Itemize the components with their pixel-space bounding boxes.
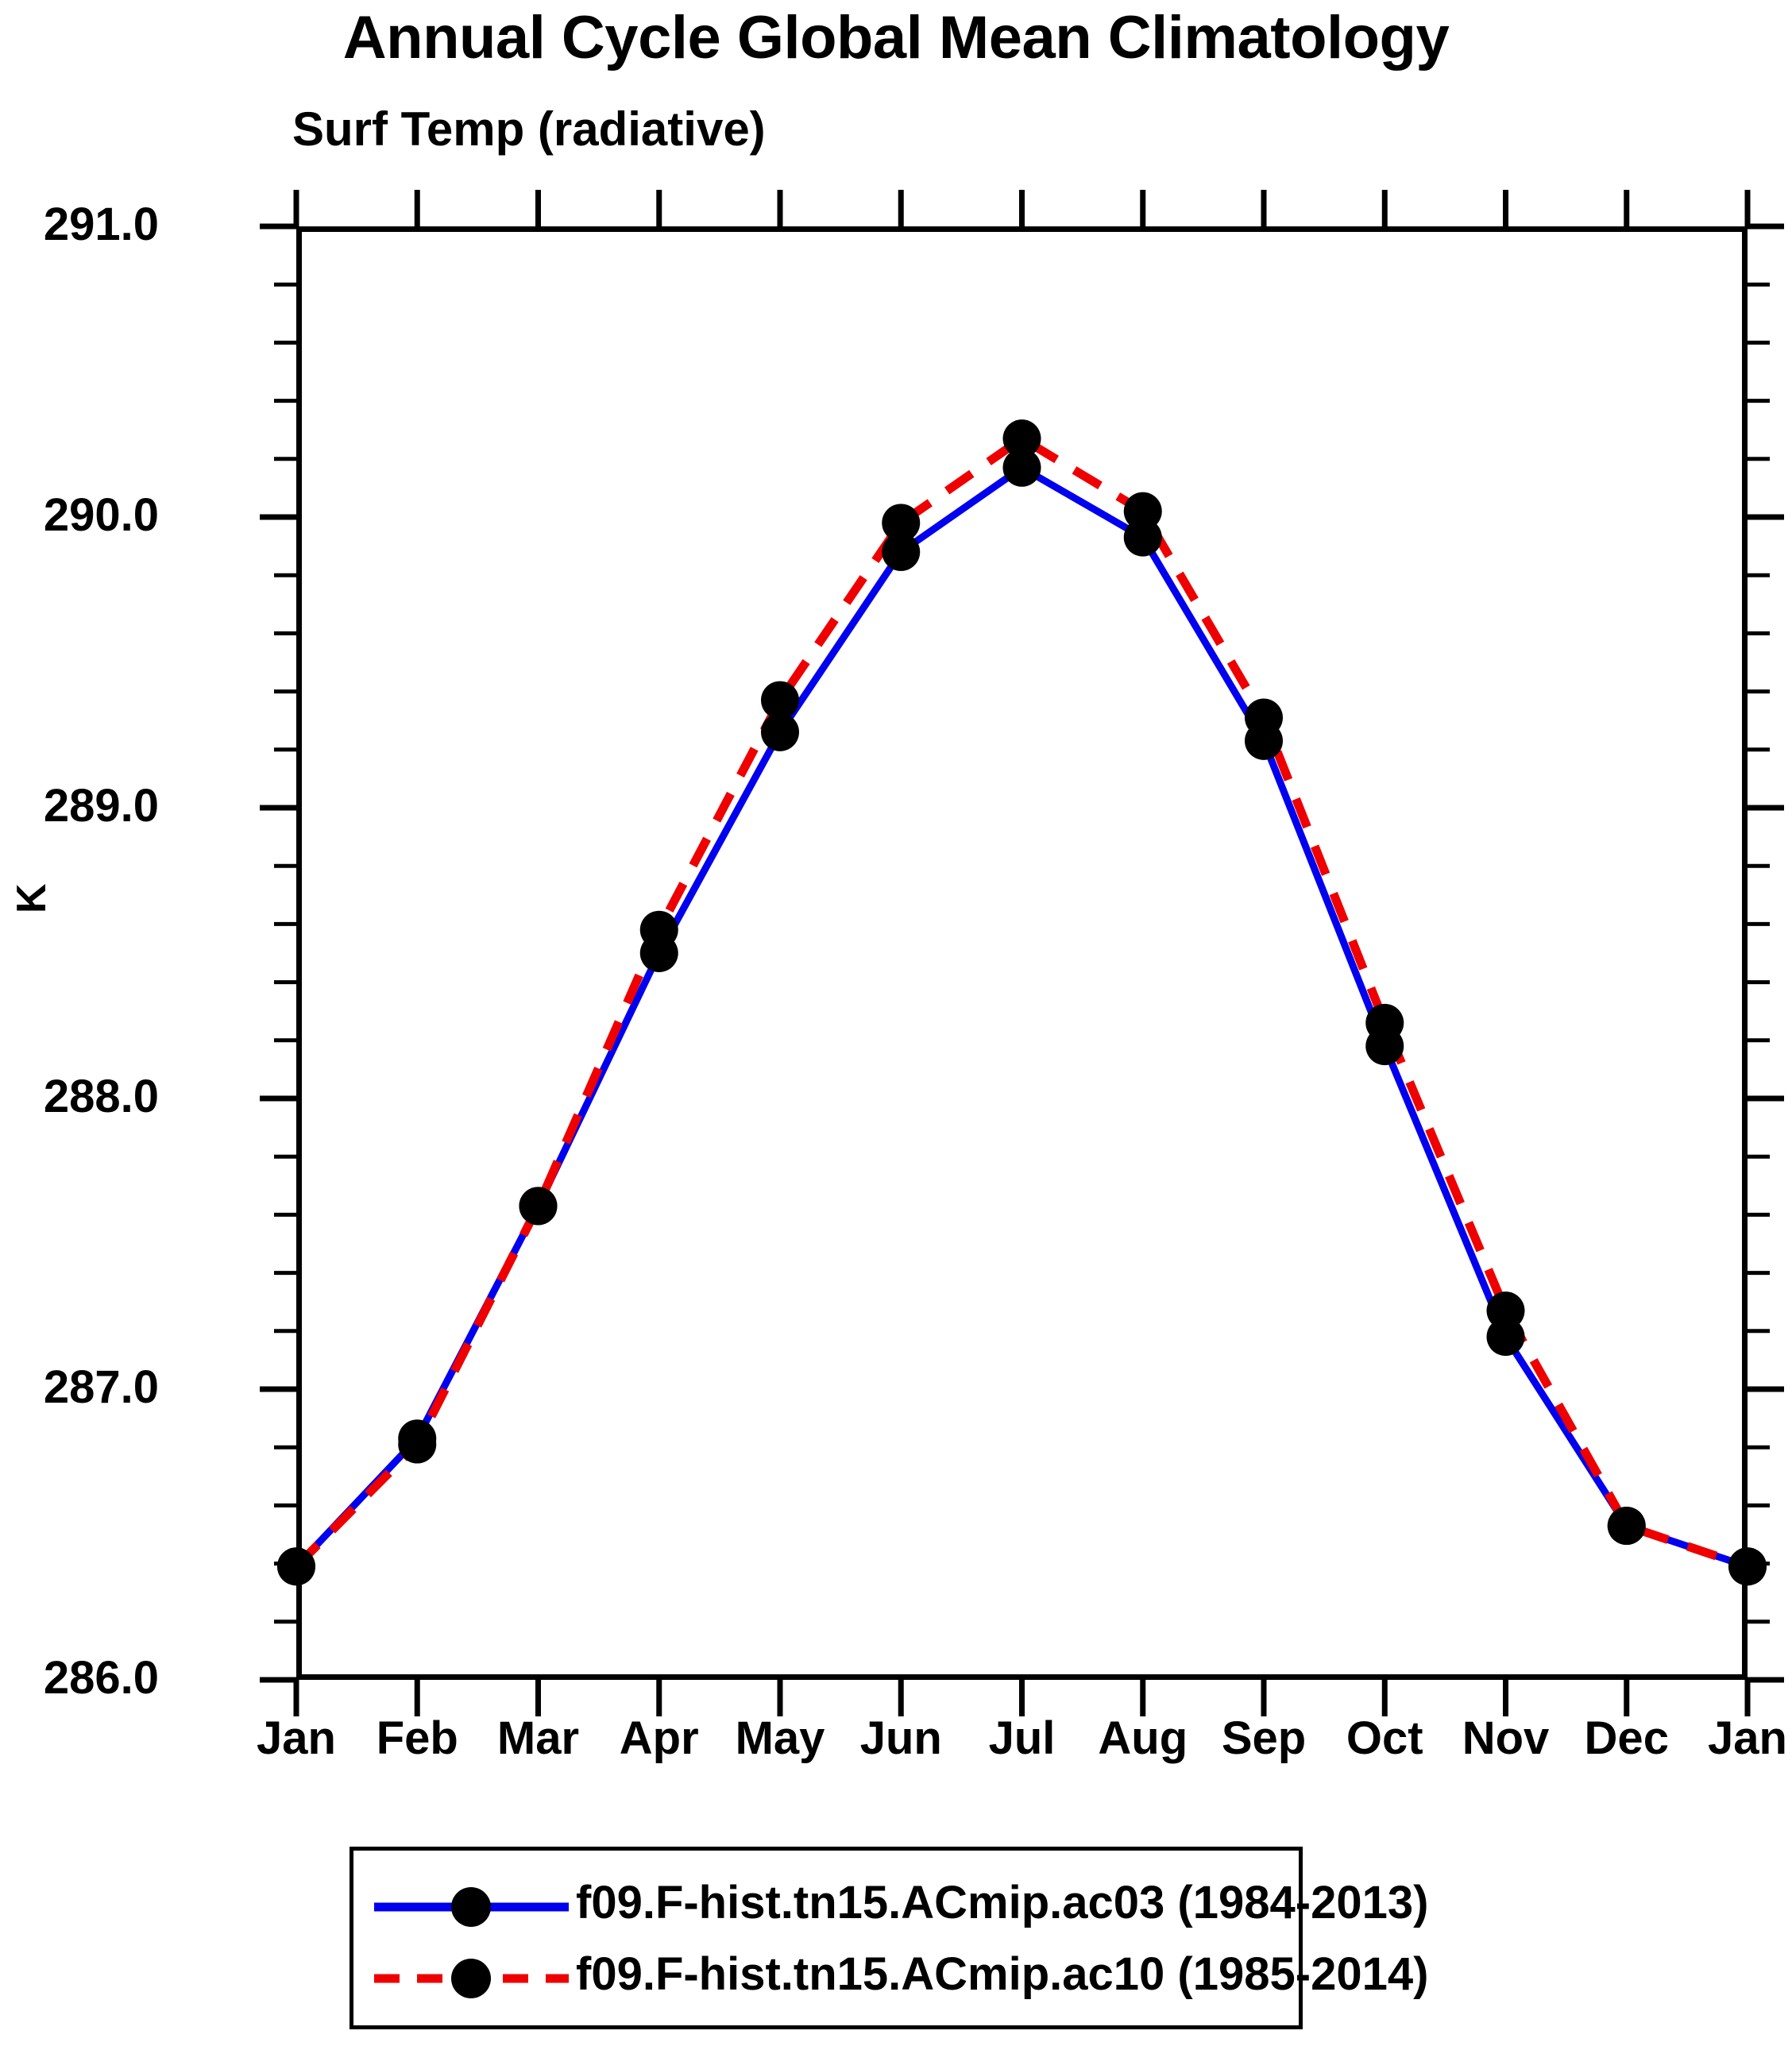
legend-swatch-series-1 — [374, 1959, 569, 1998]
x-tick-label: Dec — [1584, 1712, 1669, 1764]
data-point-marker — [1123, 518, 1162, 557]
x-tick-label: Jan — [1708, 1712, 1787, 1764]
data-point-marker — [761, 712, 799, 751]
series-line — [293, 463, 1749, 1570]
data-point-marker — [1002, 419, 1041, 458]
y-tick-label: 291.0 — [43, 199, 159, 250]
y-tick-label: 288.0 — [43, 1071, 159, 1122]
data-point-marker — [1486, 1291, 1525, 1330]
x-tick-label: Jan — [257, 1712, 336, 1764]
x-tick-label: Oct — [1346, 1712, 1423, 1764]
data-point-marker — [639, 910, 678, 949]
data-point-marker — [398, 1425, 437, 1464]
legend-label: f09.F-hist.tn15.ACmip.ac10 (1985-2014) — [576, 1948, 1429, 2000]
legend-entry[interactable]: f09.F-hist.tn15.ACmip.ac10 (1985-2014) — [353, 1948, 1428, 2006]
x-tick-label: May — [735, 1712, 825, 1764]
y-tick-label: 290.0 — [43, 489, 159, 541]
page-title: Annual Cycle Global Mean Climatology — [342, 4, 1450, 71]
x-tick-label: Mar — [496, 1712, 580, 1764]
x-tick-label: Jun — [859, 1712, 942, 1764]
data-point-marker — [1728, 1547, 1767, 1586]
data-point-marker — [761, 681, 799, 720]
data-point-marker — [1123, 492, 1162, 531]
y-tick-label: 287.0 — [43, 1361, 159, 1413]
series-plot — [277, 419, 1767, 1586]
x-tick-label: Apr — [619, 1712, 699, 1764]
data-point-marker — [519, 1187, 558, 1226]
series-line — [293, 433, 1749, 1571]
legend-label: f09.F-hist.tn15.ACmip.ac03 (1984-2013) — [576, 1877, 1429, 1928]
chart-subtitle: Surf Temp (radiative) — [292, 102, 766, 156]
x-tick-label: Sep — [1221, 1712, 1307, 1764]
data-point-marker — [882, 532, 921, 571]
x-tick-label: Nov — [1462, 1712, 1550, 1764]
data-point-marker — [1245, 698, 1283, 737]
data-point-marker — [277, 1547, 315, 1586]
data-point-marker — [1365, 1003, 1404, 1042]
legend: f09.F-hist.tn15.ACmip.ac03 (1984-2013) f… — [350, 1847, 1428, 2029]
data-point-marker — [882, 504, 921, 542]
data-point-marker — [1607, 1507, 1646, 1546]
legend-swatch-series-0 — [374, 1887, 569, 1927]
x-tick-label: Aug — [1098, 1712, 1188, 1764]
data-point-marker — [1002, 448, 1041, 487]
y-tick-label: 286.0 — [43, 1652, 159, 1704]
y-tick-label: 289.0 — [43, 780, 159, 832]
x-tick-label: Jul — [988, 1712, 1056, 1764]
y-axis-label: K — [9, 883, 55, 913]
data-point-marker — [1486, 1318, 1525, 1357]
x-tick-label: Feb — [376, 1712, 458, 1764]
legend-entry[interactable]: f09.F-hist.tn15.ACmip.ac03 (1984-2013) — [353, 1877, 1428, 1935]
